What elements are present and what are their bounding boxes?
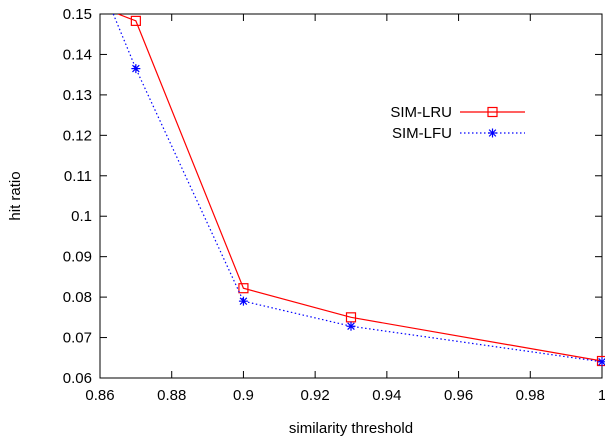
legend-label-sim-lru: SIM-LRU bbox=[390, 104, 452, 121]
x-tick-label: 0.88 bbox=[157, 387, 186, 404]
series-layer bbox=[112, 14, 605, 367]
x-axis-label: similarity threshold bbox=[289, 420, 413, 437]
legend-marker-sim-lru bbox=[487, 106, 498, 118]
y-tick-label: 0.15 bbox=[63, 6, 92, 23]
series-line-sim-lru bbox=[117, 14, 602, 362]
y-tick-label: 0.08 bbox=[63, 289, 92, 306]
plot-frame bbox=[99, 13, 603, 379]
y-tick-label: 0.06 bbox=[63, 370, 92, 387]
y-tick-label: 0.07 bbox=[63, 330, 92, 347]
x-tick-label: 0.92 bbox=[301, 387, 330, 404]
y-tick-label: 0.1 bbox=[71, 208, 92, 225]
legend: SIM-LRU SIM-LFU bbox=[390, 104, 525, 142]
x-tick-label: 0.94 bbox=[372, 387, 401, 404]
data-point-sim-lfu bbox=[238, 296, 248, 306]
x-axis: 0.86 0.88 0.9 0.92 0.94 0.96 0.98 1 bbox=[85, 14, 605, 404]
data-point-sim-lru bbox=[238, 283, 249, 294]
series-line-sim-lfu bbox=[112, 14, 602, 363]
y-tick-label: 0.11 bbox=[64, 168, 92, 185]
y-axis: 0.06 0.07 0.08 0.09 0.1 0.11 0.12 0.13 0.14 0.15 bbox=[63, 6, 602, 387]
data-point-sim-lfu bbox=[346, 321, 356, 331]
x-tick-label: 0.86 bbox=[85, 387, 114, 404]
data-point-sim-lru bbox=[130, 15, 141, 26]
y-tick-label: 0.12 bbox=[63, 127, 92, 144]
x-tick-label: 0.96 bbox=[444, 387, 473, 404]
legend-label-sim-lfu: SIM-LFU bbox=[392, 125, 452, 142]
y-axis-label: hit ratio bbox=[7, 171, 24, 220]
data-point-sim-lfu bbox=[597, 357, 605, 367]
data-point-sim-lfu bbox=[131, 64, 141, 74]
x-tick-label: 0.98 bbox=[516, 387, 545, 404]
y-tick-label: 0.13 bbox=[63, 87, 92, 104]
legend-marker-sim-lfu bbox=[488, 128, 497, 138]
x-tick-label: 1 bbox=[598, 387, 605, 404]
y-tick-label: 0.09 bbox=[63, 249, 92, 266]
x-tick-label: 0.9 bbox=[233, 387, 254, 404]
y-tick-label: 0.14 bbox=[63, 46, 92, 63]
